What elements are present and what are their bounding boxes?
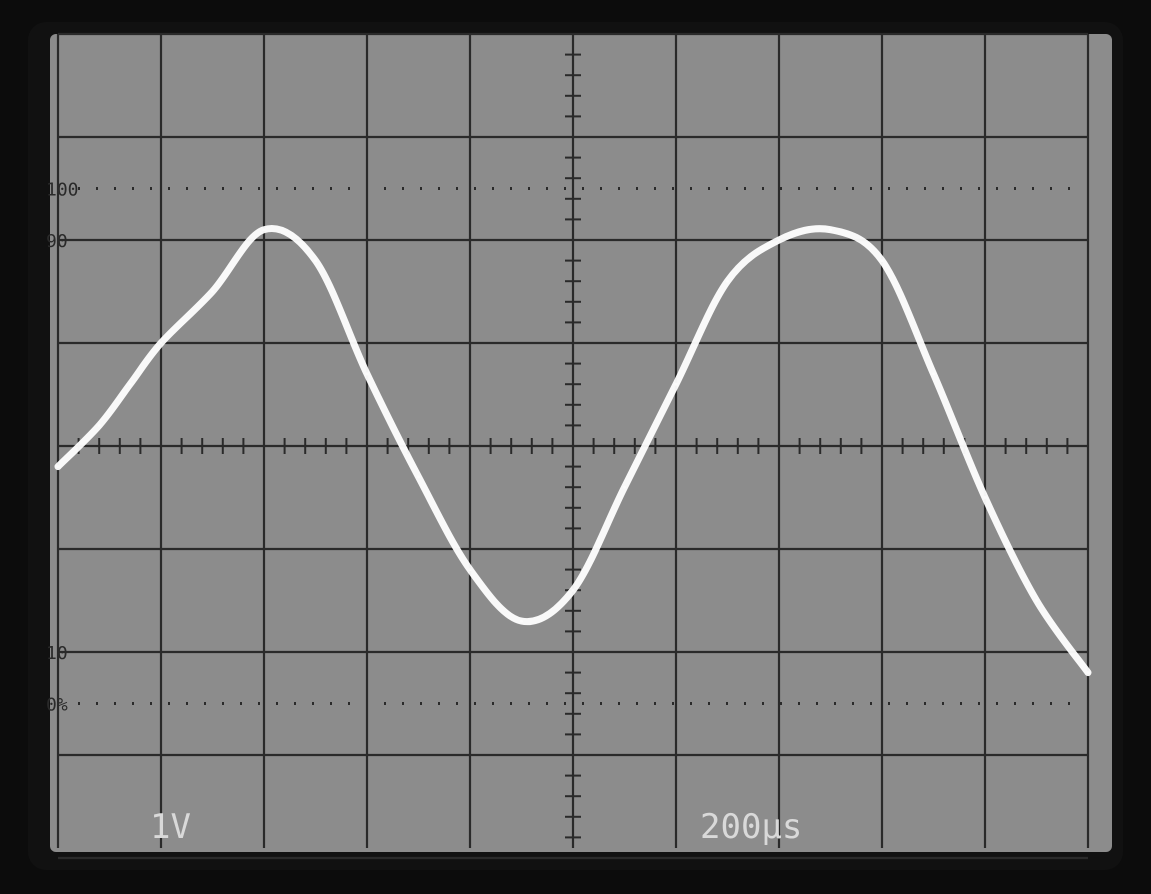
trace-point <box>417 475 420 479</box>
graticule-label: 90 <box>46 231 68 252</box>
trace-point <box>1086 671 1090 675</box>
trace-point <box>623 485 626 489</box>
volts-per-div-readout: 1V <box>150 807 191 847</box>
time-per-div-readout: 200µs <box>700 807 802 847</box>
trace-point <box>159 341 163 345</box>
trace-point <box>932 372 935 376</box>
trace-point <box>468 568 472 572</box>
trace-point <box>571 588 575 592</box>
trace-point <box>97 423 101 427</box>
trace-point <box>262 228 266 232</box>
trace-point <box>56 465 60 469</box>
trace-point <box>520 619 523 623</box>
trace-point <box>674 382 678 386</box>
trace-point <box>128 382 132 386</box>
trace-point <box>211 290 214 293</box>
trace-point <box>829 228 832 232</box>
screen <box>50 34 1112 852</box>
traces <box>54 225 1092 677</box>
graticule-label: 0% <box>46 695 68 716</box>
graticule-label: 10 <box>46 643 68 664</box>
graticule-label: 100 <box>46 180 79 201</box>
graticule-labels: 100 90 10 0% <box>46 180 79 716</box>
trace-point <box>365 372 369 376</box>
trace-point <box>880 259 884 263</box>
trace-point <box>777 238 781 242</box>
trace-point <box>314 259 317 263</box>
graticule <box>56 32 1090 860</box>
trace-point <box>983 496 987 499</box>
trace-point <box>726 279 729 283</box>
trace-point <box>1035 599 1038 602</box>
